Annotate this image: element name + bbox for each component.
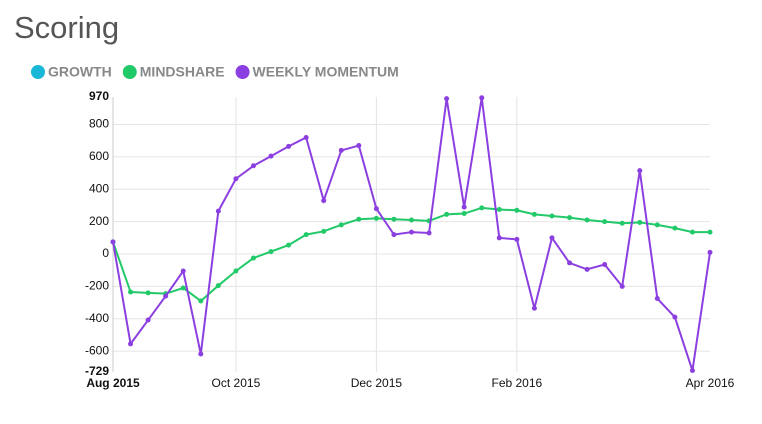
chart-title: Scoring: [14, 10, 119, 45]
data-point: [584, 266, 590, 272]
data-point: [584, 217, 590, 223]
legend-marker: [31, 65, 45, 79]
data-point: [654, 222, 660, 228]
data-point: [461, 204, 467, 210]
data-point: [250, 163, 256, 169]
data-point: [180, 285, 186, 291]
data-point: [672, 314, 678, 320]
data-point: [514, 207, 520, 213]
data-point: [233, 176, 239, 182]
data-point: [286, 242, 292, 248]
data-point: [373, 206, 379, 212]
data-point: [391, 232, 397, 238]
data-point: [215, 208, 221, 214]
data-point: [689, 229, 695, 235]
data-point: [567, 260, 573, 266]
data-point: [707, 229, 713, 235]
data-point: [145, 290, 151, 296]
legend-label: GROWTH: [48, 64, 112, 80]
data-point: [602, 219, 608, 225]
data-point: [268, 153, 274, 159]
data-point: [128, 289, 134, 295]
legend-marker: [122, 65, 137, 79]
data-point: [531, 305, 537, 311]
data-point: [409, 229, 414, 235]
data-point: [338, 222, 344, 228]
data-point: [637, 168, 643, 174]
data-point: [409, 217, 414, 223]
data-point: [321, 228, 327, 234]
data-point: [707, 249, 713, 255]
data-point: [426, 230, 432, 236]
data-point: [619, 220, 625, 226]
data-point: [391, 216, 397, 222]
data-point: [444, 211, 450, 217]
data-point: [689, 368, 695, 374]
data-point: [303, 134, 309, 140]
data-point: [198, 351, 204, 357]
x-tick-label: Aug 2015: [86, 376, 140, 390]
data-point: [268, 249, 274, 255]
y-tick-label: 970: [89, 89, 109, 103]
x-tick-label: Oct 2015: [212, 376, 261, 390]
data-point: [163, 293, 169, 299]
data-point: [496, 235, 502, 241]
y-tick-label: 0: [102, 246, 109, 260]
y-tick-label: 600: [89, 149, 109, 163]
data-point: [479, 205, 485, 211]
data-point: [531, 211, 537, 217]
data-point: [110, 239, 116, 245]
data-point: [338, 147, 344, 153]
y-tick-label: 400: [89, 181, 109, 195]
data-point: [356, 143, 362, 149]
data-point: [637, 219, 643, 225]
data-point: [444, 96, 450, 102]
y-tick-label: 800: [89, 117, 109, 131]
data-point: [233, 268, 239, 274]
x-tick-label: Dec 2015: [351, 376, 403, 390]
data-point: [549, 213, 555, 219]
data-point: [128, 341, 134, 347]
legend-marker: [235, 65, 250, 79]
data-point: [321, 198, 327, 204]
y-tick-label: -600: [85, 343, 109, 357]
x-tick-label: Feb 2016: [491, 376, 542, 390]
y-tick-label: 200: [89, 214, 109, 228]
y-tick-label: -200: [85, 279, 109, 293]
data-point: [461, 211, 467, 217]
data-point: [250, 255, 256, 261]
data-point: [672, 225, 678, 231]
data-point: [514, 236, 520, 242]
data-point: [602, 262, 608, 268]
data-point: [496, 206, 502, 212]
data-point: [198, 298, 204, 304]
x-tick-label: Apr 2016: [686, 376, 735, 390]
data-point: [303, 232, 309, 238]
data-point: [567, 215, 573, 221]
data-point: [654, 296, 660, 302]
data-point: [145, 317, 151, 323]
data-point: [373, 215, 379, 221]
data-point: [549, 235, 555, 241]
y-tick-label: -729: [85, 364, 109, 378]
data-point: [215, 283, 221, 289]
legend-label: WEEKLY MOMENTUM: [253, 64, 399, 80]
y-tick-label: -400: [85, 311, 109, 325]
data-point: [619, 283, 625, 289]
data-point: [286, 143, 292, 149]
data-point: [479, 95, 485, 101]
data-point: [180, 268, 186, 274]
data-point: [356, 216, 362, 222]
legend-label: MINDSHARE: [140, 64, 225, 80]
